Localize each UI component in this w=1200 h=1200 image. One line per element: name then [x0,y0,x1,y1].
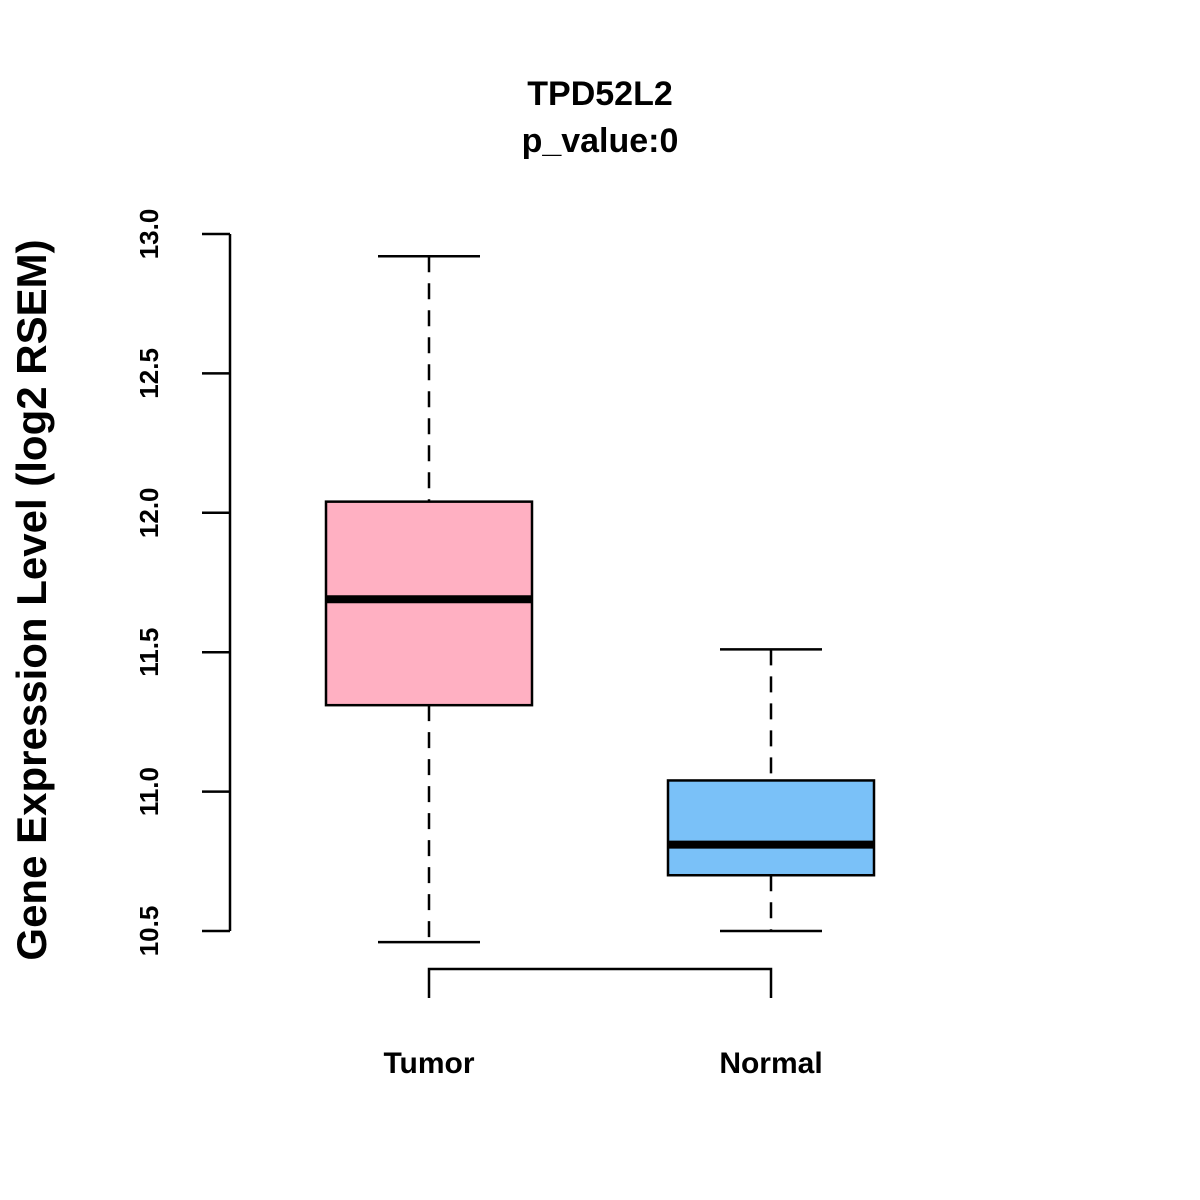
chart-subtitle: p_value:0 [522,122,679,160]
y-tick-label: 10.5 [134,906,164,957]
iqr-box [666,779,876,877]
y-tick-label: 12.0 [134,487,164,538]
comparison-bracket [427,967,773,998]
y-tick-label: 11.0 [134,767,164,816]
y-tick-label: 11.5 [134,628,164,677]
boxes [324,255,876,944]
y-tick-label: 13.0 [134,209,164,260]
box-tumor [324,255,534,944]
category-label-normal: Normal [719,1047,822,1080]
bracket-line [427,967,773,998]
iqr-box [324,500,534,707]
y-axis-label: Gene Expression Level (log2 RSEM) [8,239,55,960]
y-tick-label: 12.5 [134,348,164,399]
chart-title: TPD52L2 [527,75,673,113]
y-axis: 10.5 11.0 11.5 12.0 12.5 13.0 [134,209,232,957]
category-label-tumor: Tumor [383,1047,474,1080]
box-normal [666,648,876,933]
category-labels: Tumor Normal [383,1047,822,1080]
